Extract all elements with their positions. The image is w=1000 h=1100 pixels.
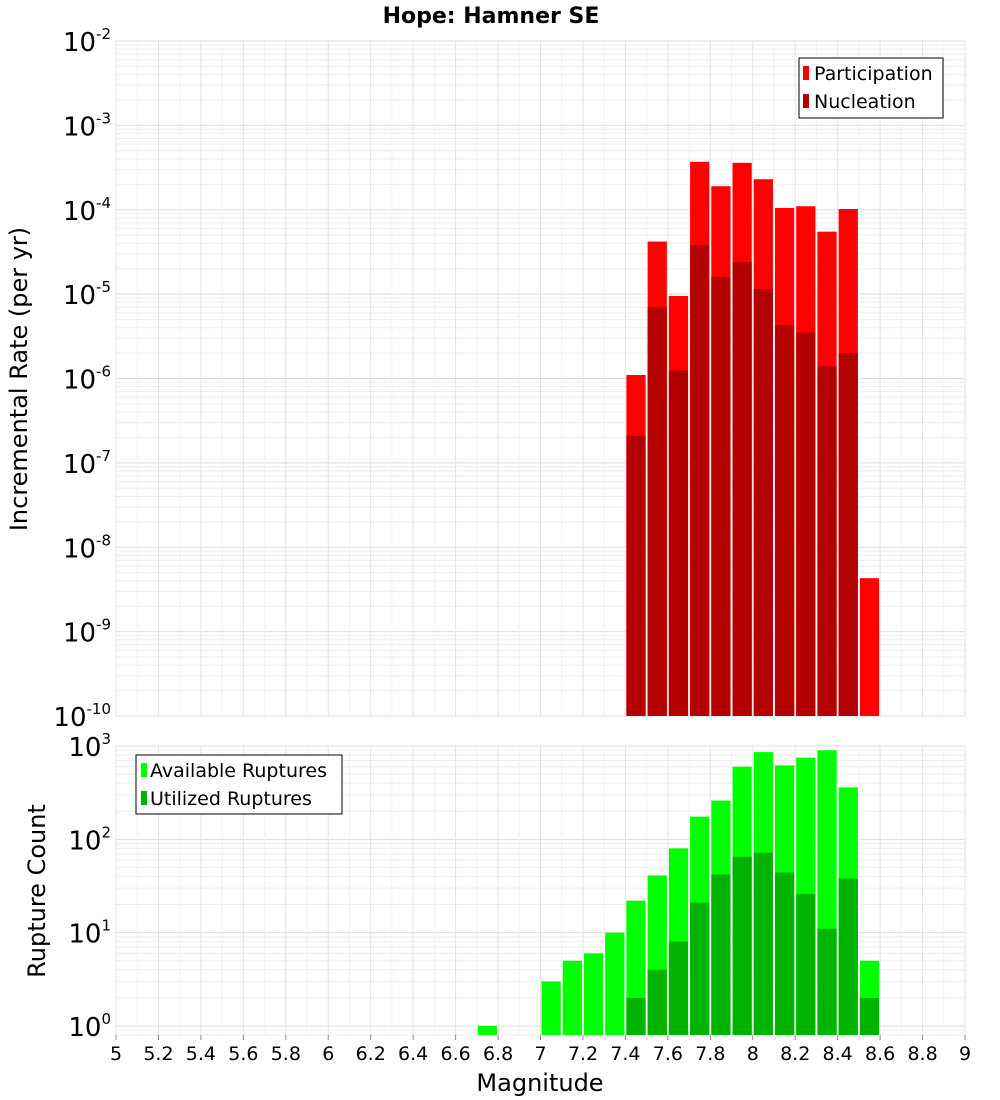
rate-bar-a [859, 578, 880, 716]
x-tick-label: 7.8 [695, 1043, 725, 1065]
count-bar-b [796, 893, 816, 1035]
legend-swatch-nucleation [803, 94, 809, 108]
bottom-y-tick-label: 103 [68, 730, 111, 763]
top-bars [626, 161, 880, 717]
x-tick-label: 5.2 [143, 1043, 173, 1065]
rate-bar-b [796, 332, 816, 716]
legend-label-nucleation: Nucleation [814, 91, 916, 113]
x-tick-label: 7.6 [653, 1043, 683, 1065]
count-bar-a [605, 932, 625, 1035]
rate-bar-b [753, 289, 773, 716]
top-grid [115, 40, 966, 717]
x-tick-label: 7.2 [568, 1043, 598, 1065]
top-legend-box [798, 57, 944, 119]
top-legend: Participation Nucleation [798, 57, 944, 119]
rate-bar-b [838, 353, 858, 716]
bottom-legend: Available Ruptures Utilized Ruptures [135, 754, 343, 815]
top-y-ticks: 10-10 10-9 10-8 10-7 10-6 10-5 10-4 10-3 10-2 [53, 25, 111, 733]
x-tick-label: 8.8 [907, 1043, 937, 1065]
x-tick-label: 5.8 [271, 1043, 301, 1065]
x-tick-label: 6.2 [356, 1043, 386, 1065]
legend-swatch-utilized [141, 791, 147, 805]
top-y-tick-label: 10-9 [63, 616, 111, 649]
legend-label-available: Available Ruptures [150, 760, 327, 782]
rate-bar-b [711, 276, 731, 716]
top-y-axis-label: Incremental Rate (per yr) [5, 227, 33, 531]
x-tick-label: 8.4 [823, 1043, 853, 1065]
count-bar-a [541, 981, 561, 1035]
top-y-tick-label: 10-6 [63, 363, 111, 396]
count-bar-b [732, 856, 752, 1035]
top-panel: 10-10 10-9 10-8 10-7 10-6 10-5 10-4 10-3 10-2 In… [5, 25, 966, 733]
top-y-tick-label: 10-10 [53, 700, 111, 733]
x-axis-label: Magnitude [476, 1069, 603, 1097]
top-y-tick-label: 10-4 [63, 194, 111, 227]
x-tick-label: 8.2 [780, 1043, 810, 1065]
count-bar-b [817, 928, 837, 1035]
x-tick-label: 6.8 [483, 1043, 513, 1065]
legend-swatch-available [141, 763, 147, 777]
bottom-y-tick-label: 101 [68, 917, 111, 950]
count-bar-a [583, 953, 604, 1035]
x-tick-label: 9 [959, 1043, 971, 1065]
bottom-y-axis-label: Rupture Count [23, 804, 51, 978]
x-ticks: 5 5.2 5.4 5.6 5.8 6 6.2 6.4 6.6 6.8 7 7.2 7.4 7.6 7.8 8… [110, 1035, 971, 1065]
x-tick-label: 7.4 [610, 1043, 640, 1065]
x-tick-label: 8.6 [865, 1043, 895, 1065]
x-tick-label: 6.4 [398, 1043, 428, 1065]
top-y-tick-label: 10-5 [63, 278, 111, 311]
count-bar-b [690, 902, 710, 1035]
x-tick-label: 6 [322, 1043, 334, 1065]
count-bar-b [753, 852, 773, 1035]
rate-bar-b [647, 307, 667, 716]
x-tick-label: 6.6 [440, 1043, 470, 1065]
x-tick-label: 5.6 [228, 1043, 258, 1065]
rate-bar-b [732, 262, 752, 716]
top-y-tick-label: 10-7 [63, 447, 111, 480]
rate-bar-b [668, 370, 689, 716]
x-tick-label: 5.4 [186, 1043, 216, 1065]
x-tick-label: 5 [110, 1043, 122, 1065]
count-bar-b [668, 941, 689, 1035]
top-y-tick-label: 10-3 [63, 109, 111, 142]
bottom-panel: 100 101 102 103 5 5.2 5.4 5.6 5.8 6 6.2 6.4 6.6 6.8 7… [23, 730, 971, 1097]
count-bar-b [626, 997, 646, 1035]
count-bar-b [859, 997, 880, 1035]
rate-bar-b [774, 325, 795, 716]
bottom-legend-box [135, 754, 343, 815]
count-bar-b [711, 874, 731, 1035]
x-tick-label: 7 [534, 1043, 546, 1065]
rate-bar-b [626, 435, 646, 716]
count-bar-b [774, 872, 795, 1035]
count-bar-b [647, 969, 667, 1035]
count-bar-b [838, 878, 858, 1035]
count-bar-a [562, 960, 582, 1035]
top-y-tick-label: 10-2 [63, 25, 111, 58]
x-tick-label: 8 [747, 1043, 759, 1065]
count-bar-a [477, 1025, 498, 1035]
legend-swatch-participation [803, 66, 809, 80]
bottom-y-tick-label: 100 [68, 1010, 111, 1043]
top-y-tick-label: 10-8 [63, 531, 111, 564]
bottom-y-tick-label: 102 [68, 823, 111, 856]
bottom-y-ticks: 100 101 102 103 [68, 730, 111, 1043]
chart-title: Hope: Hamner SE [383, 4, 600, 29]
legend-label-participation: Participation [814, 63, 933, 85]
rate-bar-b [690, 245, 710, 716]
legend-label-utilized: Utilized Ruptures [150, 788, 312, 810]
bottom-bars [477, 750, 880, 1035]
rate-bar-b [817, 366, 837, 716]
